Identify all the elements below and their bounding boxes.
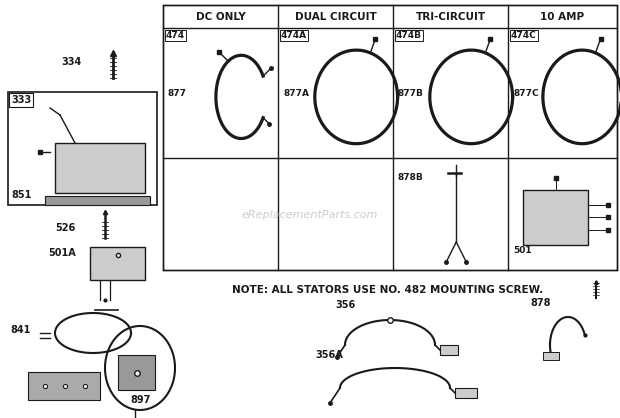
Bar (455, 388, 477, 398)
Text: DC ONLY: DC ONLY (196, 12, 246, 21)
Text: 877: 877 (168, 89, 187, 97)
Text: 356A: 356A (315, 350, 343, 360)
Text: 841: 841 (10, 325, 30, 335)
Bar (8, 92, 157, 205)
Bar (45, 196, 150, 205)
Bar (523, 190, 588, 245)
Bar (118, 355, 155, 390)
Text: 474A: 474A (281, 31, 307, 40)
Text: eReplacementParts.com: eReplacementParts.com (242, 210, 378, 220)
Text: 356: 356 (335, 300, 355, 310)
Text: 501A: 501A (48, 248, 76, 258)
Text: 474: 474 (166, 31, 185, 40)
Text: DUAL CIRCUIT: DUAL CIRCUIT (294, 12, 376, 21)
Bar (90, 247, 145, 280)
Text: 897: 897 (130, 395, 151, 405)
Text: 877C: 877C (513, 89, 539, 97)
Bar (28, 372, 100, 400)
Text: 333: 333 (11, 95, 31, 105)
Bar (440, 345, 458, 355)
Text: 878: 878 (530, 298, 551, 308)
Text: 474B: 474B (396, 31, 422, 40)
Text: 877A: 877A (283, 89, 309, 97)
Bar (163, 5, 617, 270)
Text: 526: 526 (55, 223, 75, 233)
Text: 605: 605 (35, 388, 55, 398)
Text: 334: 334 (62, 57, 82, 67)
Text: NOTE: ALL STATORS USE NO. 482 MOUNTING SCREW.: NOTE: ALL STATORS USE NO. 482 MOUNTING S… (232, 285, 544, 295)
Text: 877B: 877B (398, 89, 424, 97)
Bar (543, 352, 559, 359)
Text: 851: 851 (11, 190, 32, 200)
Text: 878B: 878B (398, 173, 423, 183)
Text: TRI-CIRCUIT: TRI-CIRCUIT (415, 12, 485, 21)
Bar (55, 143, 145, 193)
Text: 501: 501 (513, 246, 531, 255)
Text: 474C: 474C (511, 31, 537, 40)
Text: 10 AMP: 10 AMP (541, 12, 585, 21)
